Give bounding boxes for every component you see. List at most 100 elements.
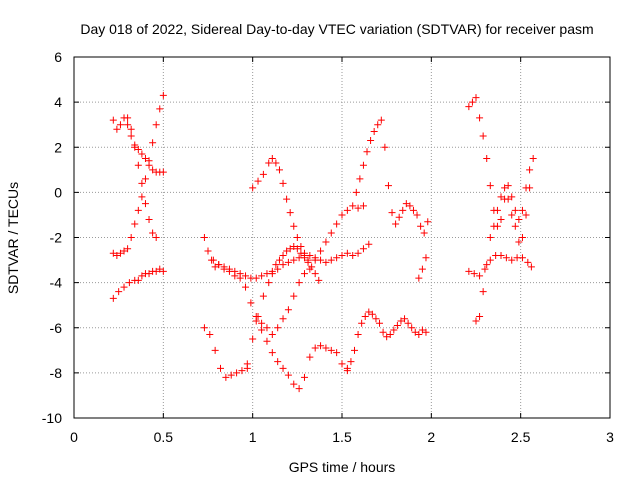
- data-point: [311, 256, 319, 264]
- data-point: [222, 373, 230, 381]
- data-point: [227, 371, 235, 379]
- data-point: [138, 193, 146, 201]
- data-point: [265, 159, 273, 167]
- data-point: [393, 321, 401, 329]
- data-point: [290, 243, 298, 251]
- data-point: [317, 247, 325, 255]
- data-point: [159, 168, 167, 176]
- series-track-5: [200, 234, 373, 282]
- data-point: [120, 283, 128, 291]
- data-point: [279, 364, 287, 372]
- x-tick-label: 1.5: [332, 429, 352, 445]
- data-point: [479, 132, 487, 140]
- data-point: [359, 245, 367, 253]
- data-point: [300, 373, 308, 381]
- data-point: [476, 272, 484, 280]
- data-point: [141, 175, 149, 183]
- data-point: [247, 299, 255, 307]
- data-point: [472, 94, 480, 102]
- data-point: [272, 261, 280, 269]
- data-point: [274, 265, 282, 273]
- series-track-11: [343, 308, 430, 372]
- data-point: [284, 306, 292, 314]
- data-point: [493, 206, 501, 214]
- data-point: [526, 184, 534, 192]
- data-point: [116, 121, 124, 129]
- data-point: [368, 310, 376, 318]
- data-point: [125, 279, 133, 287]
- data-point: [265, 279, 273, 287]
- data-point: [322, 258, 330, 266]
- data-point: [415, 274, 423, 282]
- data-point: [508, 193, 516, 201]
- data-point: [354, 331, 362, 339]
- data-point: [127, 132, 135, 140]
- data-point: [343, 249, 351, 257]
- data-point: [134, 276, 142, 284]
- data-point: [268, 331, 276, 339]
- data-point: [274, 358, 282, 366]
- data-point: [390, 326, 398, 334]
- data-point: [399, 206, 407, 214]
- data-point: [286, 209, 294, 217]
- data-point: [159, 91, 167, 99]
- data-point: [333, 220, 341, 228]
- data-point: [383, 333, 391, 341]
- data-point: [204, 247, 212, 255]
- data-point: [304, 256, 312, 264]
- data-point: [300, 249, 308, 257]
- data-point: [518, 206, 526, 214]
- data-point: [306, 353, 314, 361]
- data-point: [418, 265, 426, 273]
- data-point: [156, 265, 164, 273]
- data-point: [211, 263, 219, 271]
- data-point: [404, 319, 412, 327]
- data-point: [206, 331, 214, 339]
- data-point: [372, 315, 380, 323]
- data-point: [508, 211, 516, 219]
- data-point: [268, 270, 276, 278]
- data-point: [259, 170, 267, 178]
- data-point: [258, 272, 266, 280]
- data-point: [356, 175, 364, 183]
- data-point: [508, 256, 516, 264]
- data-point: [422, 254, 430, 262]
- data-point: [395, 213, 403, 221]
- data-point: [252, 312, 260, 320]
- data-point: [361, 312, 369, 320]
- series-track-9: [249, 155, 323, 284]
- data-point: [131, 220, 139, 228]
- data-point: [386, 331, 394, 339]
- data-point: [384, 182, 392, 190]
- data-point: [515, 238, 523, 246]
- data-point: [249, 335, 257, 343]
- data-point: [504, 182, 512, 190]
- data-point: [233, 369, 241, 377]
- y-tick-label: -8: [50, 365, 63, 381]
- data-point: [286, 245, 294, 253]
- data-point: [258, 319, 266, 327]
- data-point: [327, 346, 335, 354]
- data-point: [113, 125, 121, 133]
- data-point: [363, 148, 371, 156]
- data-point: [231, 272, 239, 280]
- data-point: [242, 283, 250, 291]
- data-point: [502, 254, 510, 262]
- data-point: [217, 364, 225, 372]
- data-point: [338, 360, 346, 368]
- data-point: [268, 155, 276, 163]
- data-point: [526, 166, 534, 174]
- data-point: [501, 184, 509, 192]
- data-point: [290, 256, 298, 264]
- data-point: [338, 252, 346, 260]
- x-tick-label: 2: [427, 429, 435, 445]
- data-point: [127, 234, 135, 241]
- data-point: [200, 324, 208, 332]
- series-track-15: [465, 252, 535, 280]
- data-point: [351, 346, 359, 354]
- data-point: [465, 267, 473, 275]
- data-point: [283, 247, 291, 255]
- data-point: [152, 234, 160, 241]
- data-point: [295, 279, 303, 287]
- series-track-7: [209, 256, 351, 393]
